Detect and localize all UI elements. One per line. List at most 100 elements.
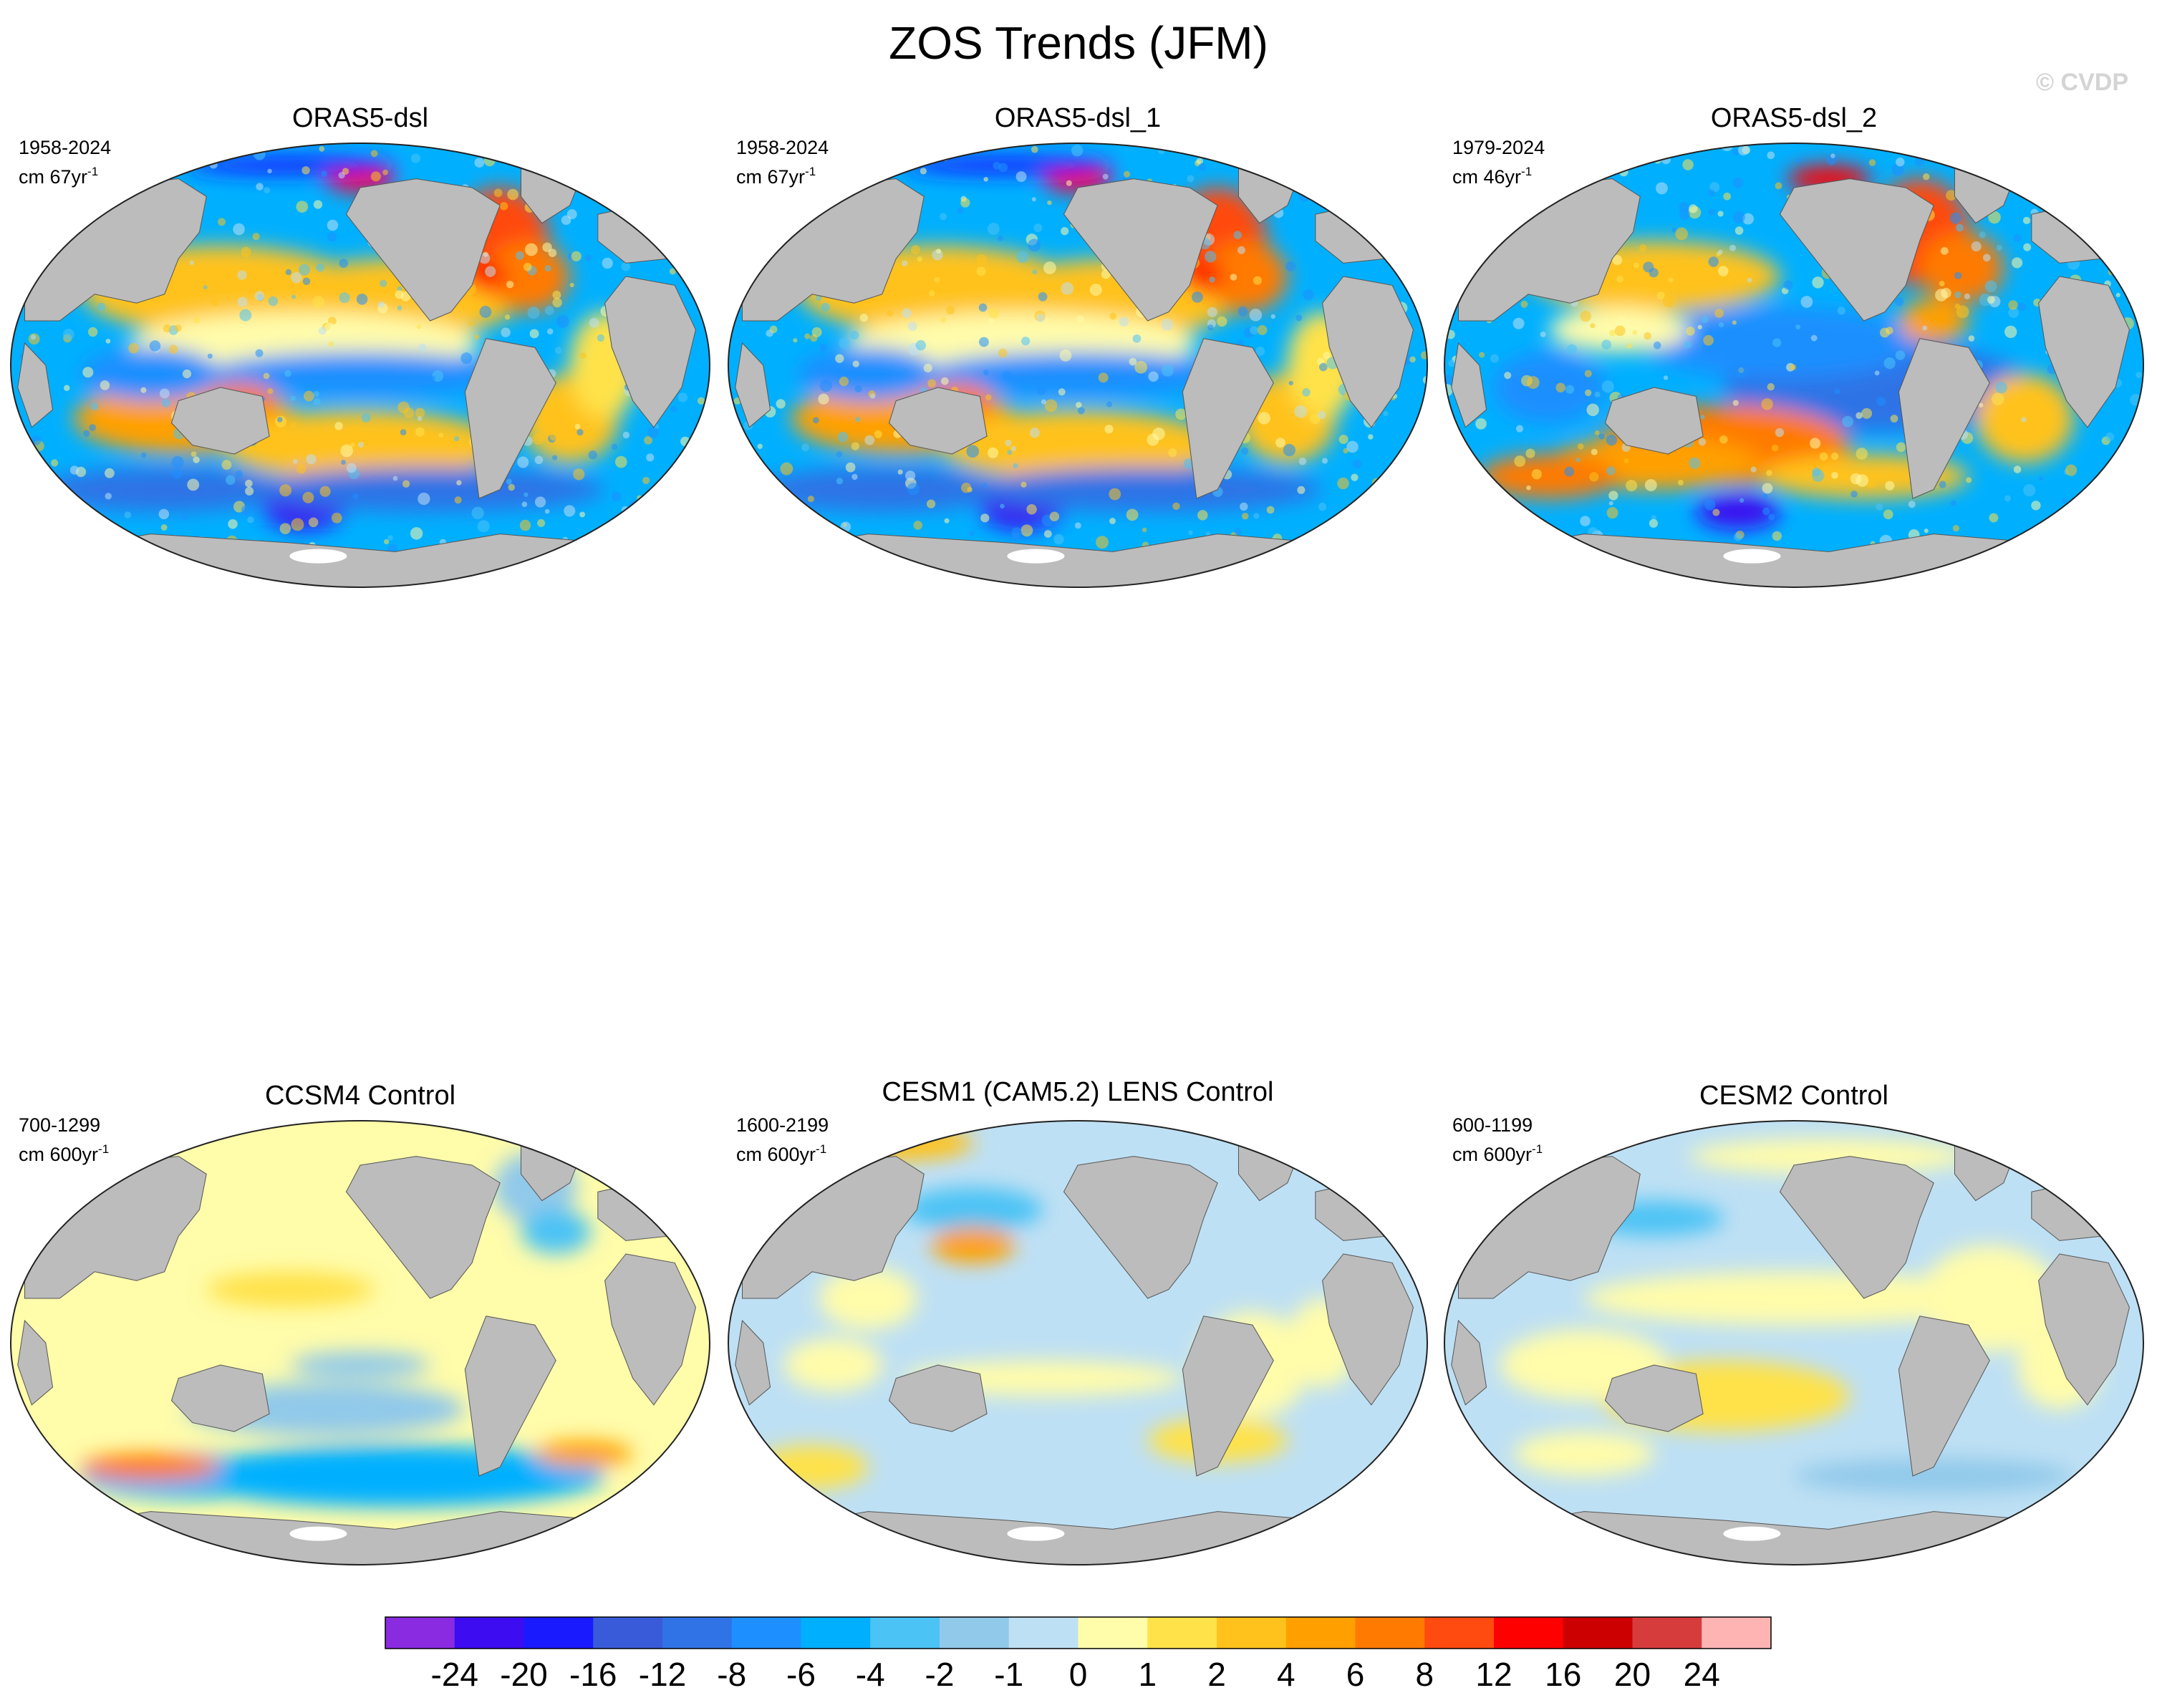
continent-land: [735, 342, 771, 428]
colorbar-swatch: [593, 1617, 663, 1649]
colorbar-tick-label: -4: [856, 1656, 885, 1693]
colorbar-tick-label: 4: [1277, 1656, 1295, 1693]
colorbar-swatch: [1078, 1617, 1148, 1649]
world-map: [1444, 1120, 2144, 1565]
ocean-field: [728, 143, 1427, 587]
colorbar-tick-label: 6: [1346, 1656, 1365, 1693]
colorbar-swatch: [1008, 1617, 1078, 1649]
panel-period: 700-1299: [19, 1114, 101, 1136]
ice-shelf: [289, 1526, 347, 1541]
continent-land: [2038, 276, 2131, 428]
trend-region: [1794, 1458, 2074, 1494]
colorbar-tick-label: -24: [431, 1656, 478, 1693]
continent-land: [1063, 1156, 1218, 1299]
trend-region: [1584, 1271, 2004, 1326]
trend-region: [937, 410, 1218, 481]
trend-region: [535, 1440, 633, 1467]
colorbar-swatch: [731, 1617, 801, 1649]
continent-land: [604, 276, 697, 428]
trend-region: [521, 1210, 592, 1254]
ice-shelf: [1007, 549, 1065, 564]
trend-region: [290, 1351, 430, 1379]
continent-land: [1322, 1253, 1414, 1406]
panel-period: 1958-2024: [19, 137, 112, 158]
colorbar-tick-label: 8: [1415, 1656, 1434, 1693]
panel-title: ORAS5-dsl: [291, 103, 429, 133]
panel-units: cm 46yr-1: [1452, 165, 1533, 188]
continent-land: [1322, 276, 1414, 428]
panel-units: cm 67yr-1: [736, 165, 816, 188]
panel-title: CESM2 Control: [1699, 1081, 1888, 1111]
trend-region: [1479, 454, 1619, 498]
panel-units: cm 600yr-1: [19, 1142, 110, 1165]
map-panel-cesm2-control: CESM2 Control 600-1199 cm 600yr-1: [1439, 1078, 2148, 1579]
ocean-field: [11, 143, 710, 587]
panel-period: 1600-2199: [736, 1114, 829, 1136]
continent-land: [170, 387, 270, 455]
continent-land: [888, 1364, 988, 1432]
panel-units: cm 600yr-1: [736, 1142, 827, 1165]
panel-units: cm 67yr-1: [19, 165, 99, 188]
trend-region: [1514, 1432, 1654, 1476]
ice-shelf: [1007, 1526, 1065, 1541]
world-map: [10, 1120, 710, 1565]
ocean-field: [728, 1121, 1427, 1565]
colorbar-swatch: [801, 1617, 871, 1649]
trend-region: [756, 467, 1008, 512]
colorbar-swatch: [1632, 1617, 1702, 1649]
colorbar-swatch: [662, 1617, 733, 1649]
panel-period: 1979-2024: [1452, 137, 1545, 158]
colorbar-tick-label: -1: [994, 1656, 1023, 1693]
trend-region: [973, 467, 1323, 512]
colorbar-tick-label: -12: [639, 1656, 686, 1693]
colorbar-tick-label: 20: [1614, 1656, 1651, 1693]
panel-title: CESM1 (CAM5.2) LENS Control: [882, 1077, 1274, 1107]
colorbar-swatch: [523, 1617, 594, 1649]
continent-land: [1779, 178, 1934, 322]
continent-land: [1604, 1364, 1704, 1432]
panel-period: 1958-2024: [736, 137, 829, 158]
continent-land: [735, 1319, 771, 1406]
colorbar-swatch: [870, 1617, 940, 1649]
panel-title: ORAS5-dsl_2: [1710, 103, 1878, 133]
panel-title: CCSM4 Control: [264, 1081, 456, 1111]
colorbar-swatch: [454, 1617, 524, 1649]
copyright-label: © CVDP: [2036, 69, 2128, 96]
colorbar-tick-label: -2: [925, 1656, 955, 1693]
trend-region: [903, 1187, 1043, 1232]
continent-land: [1898, 338, 1990, 499]
continent-land: [17, 342, 54, 428]
colorbar-swatch: [940, 1617, 1010, 1649]
colorbar-tick-label: 12: [1475, 1656, 1512, 1693]
trend-region: [924, 352, 1232, 397]
map-outline: [1444, 143, 2144, 588]
continent-land: [1182, 338, 1274, 499]
map-panel-cesm1-lens-control: CESM1 (CAM5.2) LENS Control 1600-2199 cm…: [723, 1074, 1432, 1576]
map-outline: [728, 1120, 1428, 1565]
continent-land: [1779, 1156, 1934, 1299]
trend-region: [784, 1338, 882, 1392]
continent-land: [464, 1316, 556, 1477]
colorbar-swatch: [1424, 1617, 1495, 1649]
map-outline: [728, 143, 1428, 588]
map-panel-oras5-dsl: ORAS5-dsl 1958-2024 cm 67yr-1: [6, 100, 715, 602]
panel-units: cm 600yr-1: [1452, 1142, 1543, 1165]
trend-region: [1493, 352, 1606, 423]
colorbar-tick-label: 0: [1069, 1656, 1088, 1693]
colorbar-tick-label: -6: [786, 1656, 816, 1693]
continent-land: [170, 1364, 270, 1432]
map-outline: [1444, 1120, 2144, 1565]
ocean-field: [11, 1121, 710, 1565]
world-map: [1444, 143, 2144, 588]
ice-shelf: [1723, 549, 1781, 564]
colorbar-tick-label: 24: [1684, 1656, 1720, 1693]
continent-land: [1451, 1319, 1487, 1406]
trend-region: [819, 1267, 917, 1330]
colorbar-tick-label: -8: [717, 1656, 746, 1693]
trend-region: [1898, 299, 1969, 343]
panel-title: ORAS5-dsl_1: [994, 103, 1162, 133]
colorbar-tick-label: 2: [1207, 1656, 1226, 1693]
continent-land: [1898, 1316, 1990, 1477]
colorbar-swatch: [1702, 1617, 1772, 1649]
ice-shelf: [1723, 1526, 1781, 1541]
